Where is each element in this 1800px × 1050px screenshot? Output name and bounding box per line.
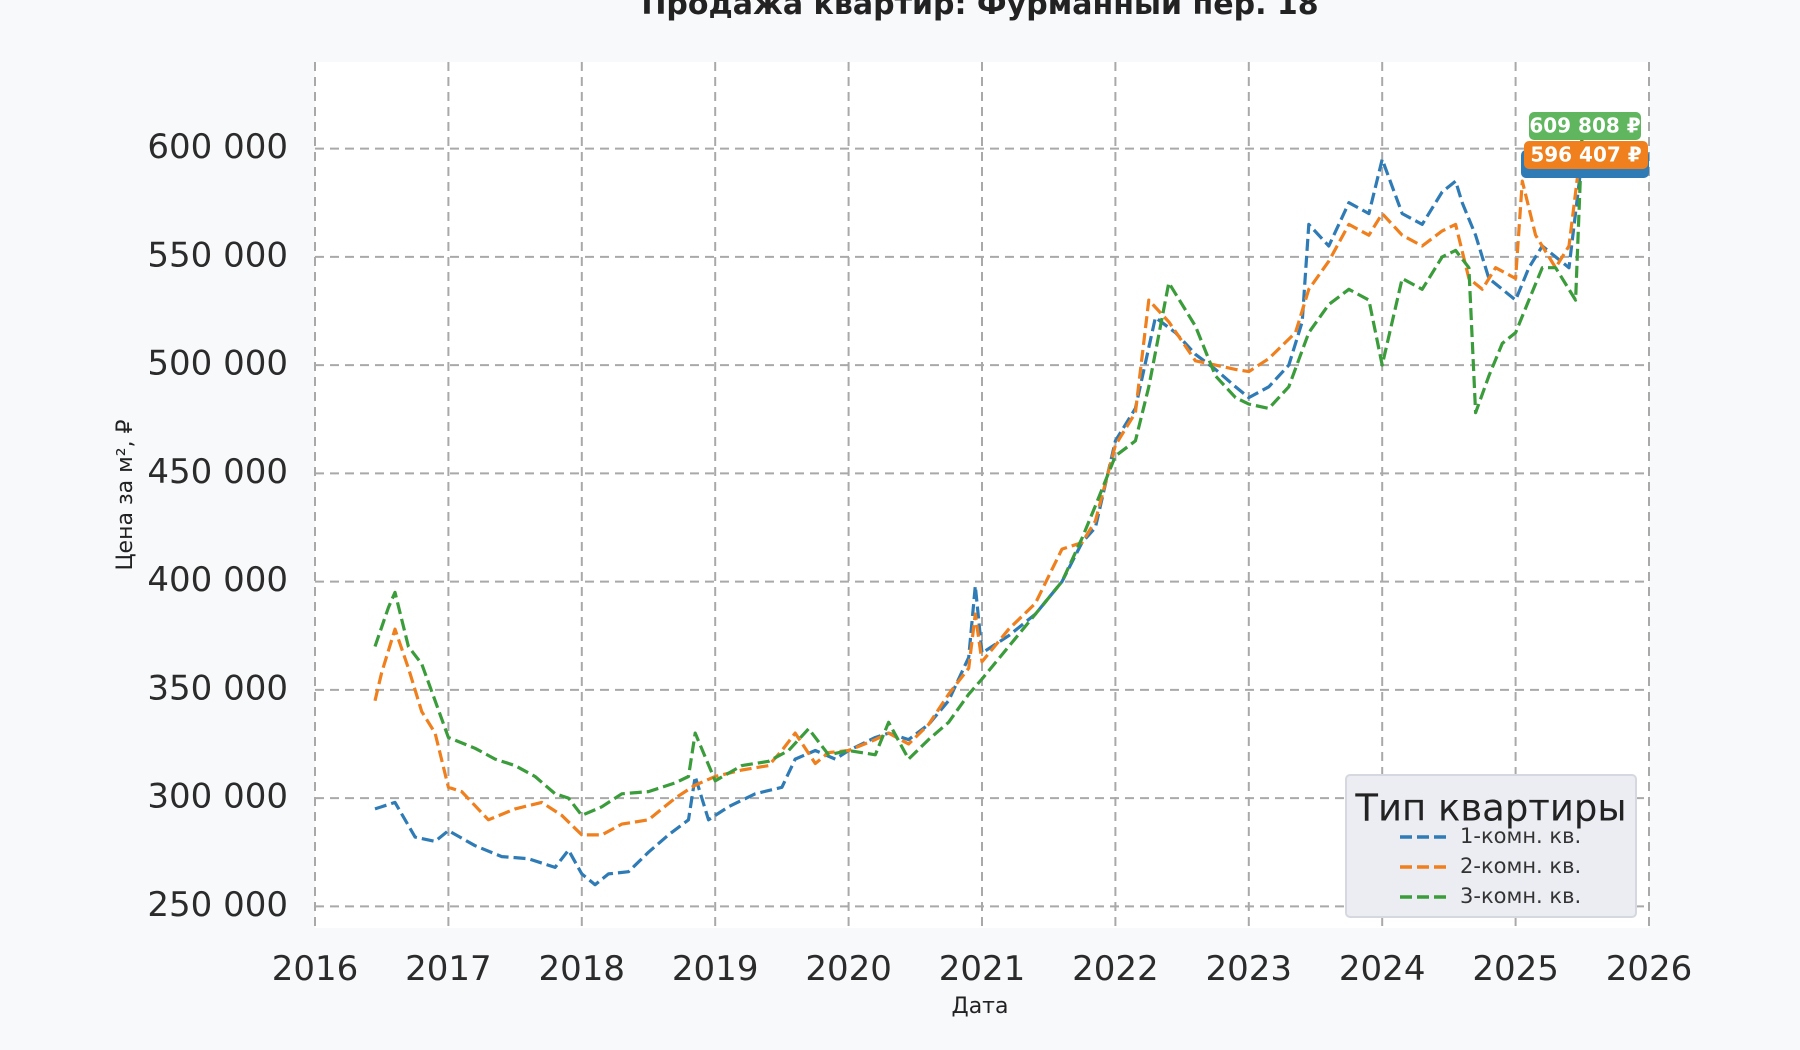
x-tick-label: 2026: [1606, 949, 1693, 989]
legend-label: 1-комн. кв.: [1460, 824, 1581, 848]
legend-box: [1345, 774, 1637, 918]
legend-label: 2-комн. кв.: [1460, 854, 1581, 878]
y-tick-label: 250 000: [147, 885, 288, 925]
x-tick-label: 2024: [1339, 949, 1426, 989]
y-tick-label: 300 000: [147, 777, 288, 817]
y-tick-label: 350 000: [147, 668, 288, 708]
x-tick-label: 2017: [405, 949, 492, 989]
y-tick-label: 600 000: [147, 127, 288, 167]
y-tick-labels: 250 000 300 000 350 000 400 000 450 000 500 0…: [147, 127, 288, 925]
series-line-2-room: [373, 137, 1584, 837]
value-badge-label: 596 407 ₽: [1530, 143, 1641, 167]
x-tick-labels: 2016 2017 2018 2019 2020 2021 2022 2023 2024 2025…: [272, 949, 1693, 989]
value-badge-label: 609 808 ₽: [1529, 114, 1640, 138]
x-tick-label: 2023: [1206, 949, 1293, 989]
x-tick-label: 2022: [1072, 949, 1159, 989]
x-tick-label: 2018: [539, 949, 626, 989]
series-line-3-room: [373, 127, 1584, 818]
legend: Тип квартиры 1-комн. кв. 2-комн. кв. 3-ком…: [1345, 774, 1637, 918]
x-tick-label: 2021: [939, 949, 1026, 989]
value-badge: [1524, 141, 1648, 169]
y-tick-label: 500 000: [147, 344, 288, 384]
legend-title: Тип квартиры: [1354, 787, 1626, 830]
legend-items: 1-комн. кв. 2-комн. кв. 3-комн. кв.: [1400, 824, 1581, 908]
y-tick-label: 400 000: [147, 560, 288, 600]
y-axis-label: Цена за м², ₽: [113, 419, 138, 570]
series-lines: [373, 127, 1584, 887]
value-badges: 609 808 ₽ 596 407 ₽: [1521, 112, 1649, 178]
y-tick-label: 550 000: [147, 235, 288, 275]
x-tick-label: 2025: [1472, 949, 1559, 989]
x-tick-label: 2016: [272, 949, 359, 989]
legend-label: 3-комн. кв.: [1460, 884, 1581, 908]
value-badge: [1529, 112, 1641, 140]
x-tick-label: 2019: [672, 949, 759, 989]
x-tick-label: 2020: [805, 949, 892, 989]
x-axis-label: Дата: [952, 994, 1009, 1019]
chart-title: Продажа квартир: Фурманный пер. 18: [641, 0, 1318, 22]
series-line-1-room: [374, 156, 1584, 887]
y-tick-label: 450 000: [147, 452, 288, 492]
